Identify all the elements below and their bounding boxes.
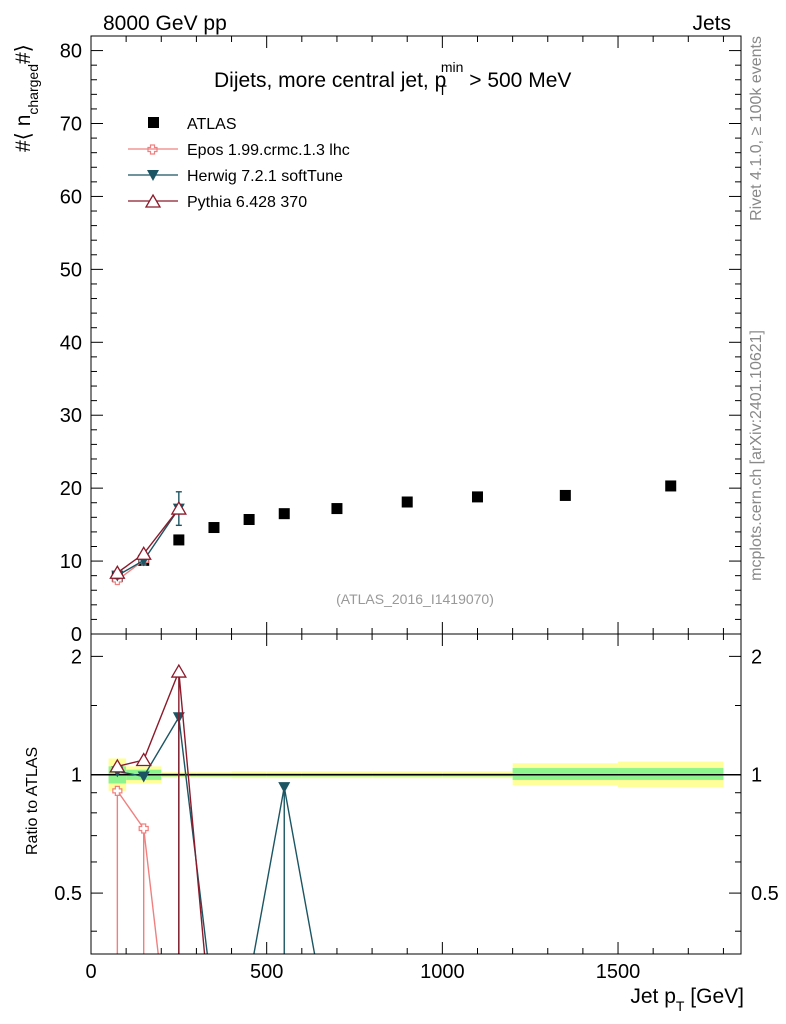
analysis-label: (ATLAS_2016_I1419070) <box>336 591 494 607</box>
ratio-xlabel: Jet pT [GeV] <box>630 985 744 1014</box>
ratio-series-epos <box>112 785 159 954</box>
main-ytick-label: 80 <box>60 41 82 63</box>
main-ytick-label: 0 <box>71 624 82 646</box>
atlas-point <box>243 514 255 526</box>
ratio-pythia-line <box>117 671 206 954</box>
main-ytick-label: 10 <box>60 551 82 573</box>
main-axes: 0 10 20 30 40 50 60 70 80 <box>60 36 741 646</box>
atlas-point <box>401 496 413 508</box>
ratio-series-herwig <box>111 712 316 954</box>
main-ylabel-tail: #⟩ <box>12 44 35 64</box>
legend-marker-atlas <box>148 117 159 128</box>
pythia-point <box>170 500 187 515</box>
atlas-point <box>665 480 677 492</box>
ratio-herwig-point <box>137 771 150 783</box>
main-ylabel-main: #⟨ n <box>12 115 35 152</box>
ratio-xlabel-main: Jet p <box>630 985 676 1008</box>
plot-title: Dijets, more central jet, pTmin > 500 Me… <box>214 59 571 98</box>
main-ylabel: #⟨ ncharged#⟩ <box>12 44 41 152</box>
legend: ATLAS Epos 1.99.crmc.1.3 lhc Herwig 7.2.… <box>128 116 350 211</box>
ratio-frame <box>90 633 742 955</box>
legend-entry-pythia: Pythia 6.428 370 <box>128 193 307 211</box>
atlas-point <box>173 534 185 546</box>
main-data-marks <box>109 480 677 586</box>
atlas-point <box>208 522 220 534</box>
ratio-ytick-label-left: 2 <box>71 646 82 668</box>
series-atlas <box>111 480 677 582</box>
legend-marker-pythia <box>144 193 162 208</box>
plot-title-sup: min <box>441 59 464 75</box>
ratio-epos-line <box>116 790 159 954</box>
ratio-ytick-label-left: 0.5 <box>54 883 82 905</box>
ratio-ytick-label-right: 2 <box>751 646 762 668</box>
energy-label: 8000 GeV pp <box>103 12 227 35</box>
plot-title-sub: T <box>438 82 447 98</box>
plot-title-main: Dijets, more central jet, p <box>214 69 446 92</box>
atlas-point <box>331 503 343 515</box>
rivet-label: Rivet 4.1.0, ≥ 100k events <box>748 36 765 221</box>
legend-label-herwig: Herwig 7.2.1 softTune <box>187 168 343 185</box>
ratio-data-marks <box>109 663 316 954</box>
ratio-ytick-label-right: 1 <box>751 765 762 787</box>
ratio-xtick-label: 1000 <box>420 961 465 983</box>
ratio-series-pythia <box>109 663 206 954</box>
legend-entry-atlas: ATLAS <box>148 116 237 133</box>
main-ylabel-sub: charged <box>25 64 41 115</box>
plot-title-tail: > 500 MeV <box>463 69 571 92</box>
ratio-pythia-point <box>170 663 187 678</box>
ratio-epos-point <box>112 785 123 796</box>
series-pythia <box>109 500 187 579</box>
ratio-panel: 0.5 0.5 1 1 2 2 0 500 1000 1500 Ratio to ATLAS Je… <box>24 633 779 1014</box>
legend-label-pythia: Pythia 6.428 370 <box>187 194 307 211</box>
ratio-xtick-label: 0 <box>85 961 96 983</box>
ratio-xlabel-sub: T <box>676 998 685 1014</box>
ratio-ytick-label-right: 0.5 <box>751 883 779 905</box>
legend-label-epos: Epos 1.99.crmc.1.3 lhc <box>187 142 350 159</box>
ratio-ylabel: Ratio to ATLAS <box>24 747 41 855</box>
main-panel: 0 10 20 30 40 50 60 70 80 Dijets, more central j… <box>12 35 742 646</box>
main-ytick-label: 20 <box>60 478 82 500</box>
ratio-epos-point <box>138 823 149 834</box>
pythia-point <box>135 545 152 560</box>
main-ytick-label: 70 <box>60 114 82 136</box>
pythia-point <box>109 564 126 579</box>
main-ytick-label: 30 <box>60 405 82 427</box>
ratio-herwig-line <box>117 715 316 954</box>
mcplots-label: mcplots.cern.ch [arXiv:2401.10621] <box>748 330 765 581</box>
legend-marker-epos <box>147 144 158 155</box>
ratio-xtick-label: 1500 <box>596 961 641 983</box>
atlas-point <box>471 491 483 503</box>
atlas-point <box>278 508 290 520</box>
ratio-axes: 0.5 0.5 1 1 2 2 0 500 1000 1500 <box>54 634 779 983</box>
main-ytick-label: 60 <box>60 186 82 208</box>
ratio-ytick-label-left: 1 <box>71 765 82 787</box>
main-ytick-label: 40 <box>60 332 82 354</box>
legend-entry-herwig: Herwig 7.2.1 softTune <box>128 168 343 185</box>
legend-marker-herwig <box>147 170 159 181</box>
ratio-xtick-label: 500 <box>250 961 283 983</box>
ratio-xlabel-tail: [GeV] <box>684 985 744 1008</box>
atlas-point <box>559 489 571 501</box>
main-ytick-label: 50 <box>60 259 82 281</box>
legend-entry-epos: Epos 1.99.crmc.1.3 lhc <box>128 142 350 159</box>
ratio-pythia-point <box>109 758 126 773</box>
ratio-herwig-point <box>278 782 291 794</box>
ratio-pythia-point <box>135 752 152 767</box>
legend-label-atlas: ATLAS <box>187 116 237 133</box>
process-label: Jets <box>692 12 731 35</box>
